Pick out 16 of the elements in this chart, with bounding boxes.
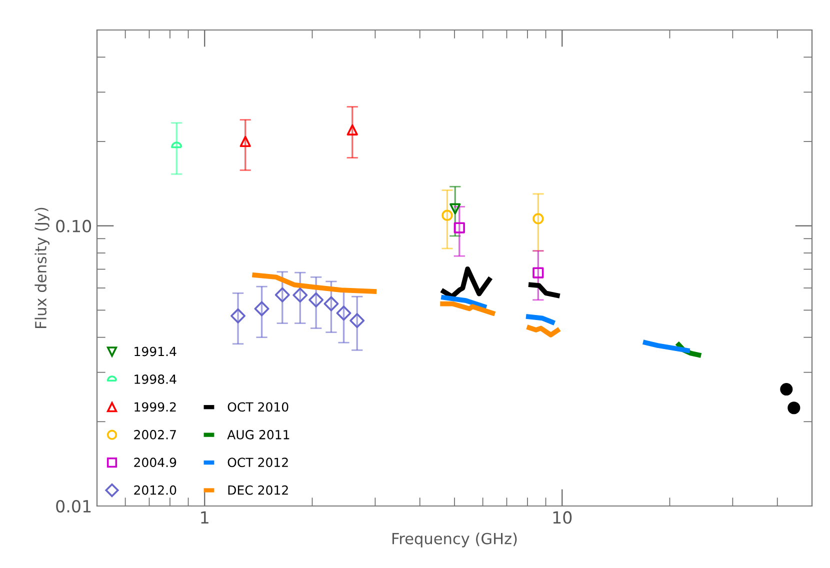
legend-label: AUG 2011 — [227, 430, 290, 440]
x-tick-label: 1 — [201, 511, 208, 524]
y-tick-label: 0.10 — [56, 220, 92, 232]
legend-label: DEC 2012 — [228, 485, 288, 495]
legend-label: 2012.0 — [134, 485, 176, 495]
y-axis-title: Flux density (Jy) — [34, 208, 50, 328]
legend-label: 2002.7 — [134, 430, 176, 440]
legend-label: 1998.4 — [134, 374, 176, 384]
legend-label: 2004.9 — [134, 458, 176, 468]
y-tick-label: 0.01 — [56, 500, 91, 513]
legend-label: OCT 2010 — [228, 402, 288, 412]
legend-label: OCT 2012 — [228, 458, 288, 468]
legend-label: 1991.4 — [134, 346, 176, 356]
x-tick-label: 10 — [553, 511, 572, 524]
legend-label: 1999.2 — [134, 402, 176, 412]
x-axis-title: Frequency (GHz) — [392, 532, 517, 548]
